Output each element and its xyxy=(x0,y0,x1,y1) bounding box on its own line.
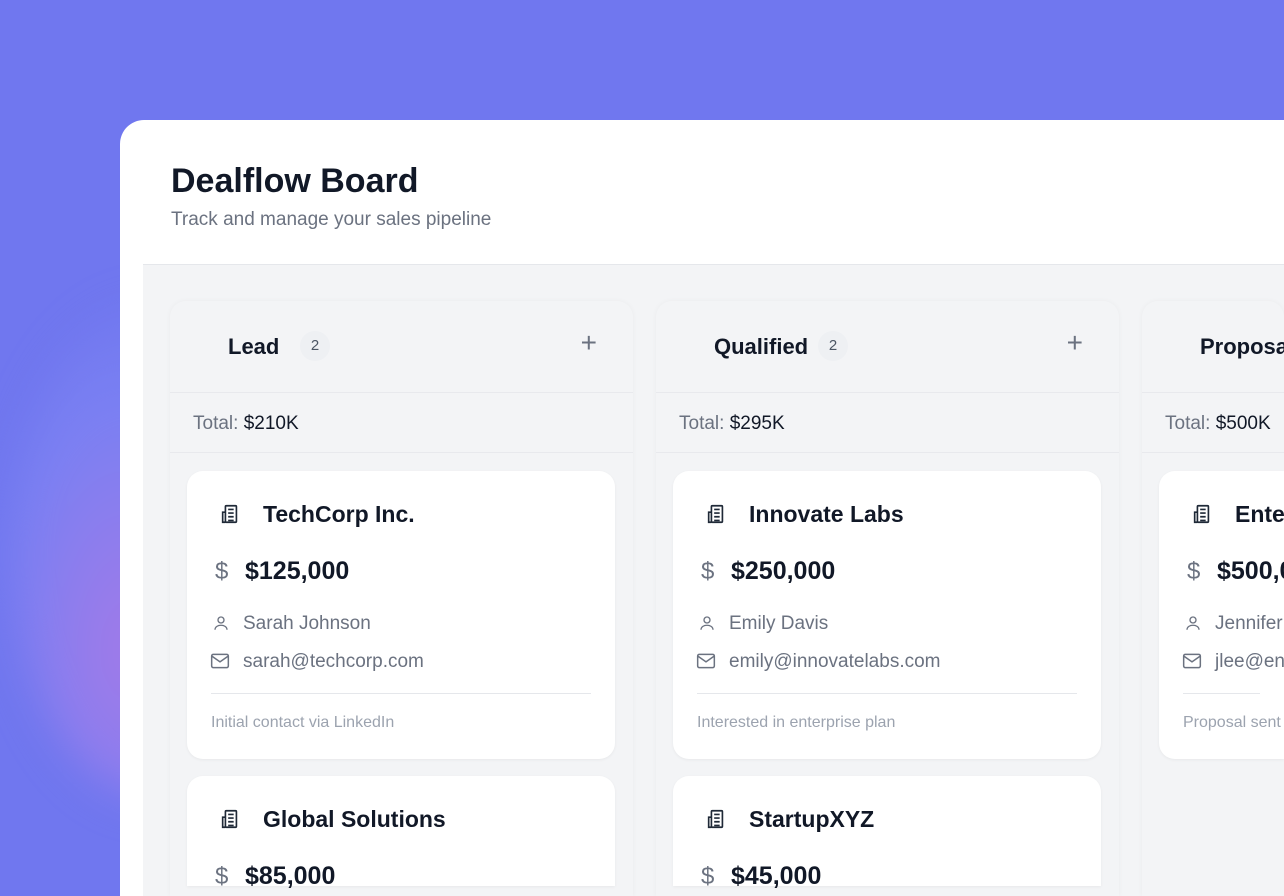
building-icon xyxy=(219,808,241,835)
column-header: Lead 2 + xyxy=(170,301,633,393)
column-title: Lead xyxy=(228,334,280,359)
pipeline-column: Qualified 2 + Total: $295K Innovate Labs… xyxy=(656,301,1119,896)
column-total: Total: $210K xyxy=(170,393,633,453)
plus-icon[interactable]: + xyxy=(1066,327,1083,358)
card-divider xyxy=(211,693,591,694)
total-value: $500K xyxy=(1215,413,1271,434)
card-divider xyxy=(697,693,1077,694)
app-window: Dealflow Board Track and manage your sal… xyxy=(120,120,1284,896)
column-count-badge: 2 xyxy=(300,331,330,361)
contact-email[interactable]: jlee@en xyxy=(1215,651,1284,672)
deal-card[interactable]: TechCorp Inc. $ $125,000 Sarah Johnson s… xyxy=(187,471,615,759)
mail-icon xyxy=(210,652,230,675)
deal-amount: $500,0 xyxy=(1217,557,1284,585)
column-title: Qualified xyxy=(714,334,809,359)
column-header: Qualified 2 + xyxy=(656,301,1119,393)
deal-amount: $45,000 xyxy=(731,862,822,890)
card-divider xyxy=(1183,693,1260,694)
page-subtitle: Track and manage your sales pipeline xyxy=(171,209,492,230)
deal-note: Proposal sent xyxy=(1183,714,1281,731)
dollar-icon: $ xyxy=(1187,558,1201,585)
contact-email[interactable]: emily@innovatelabs.com xyxy=(729,651,941,672)
column-title: Proposa xyxy=(1200,334,1284,359)
contact-email[interactable]: sarah@techcorp.com xyxy=(243,651,424,672)
deal-amount: $250,000 xyxy=(731,557,836,585)
mail-icon xyxy=(696,652,716,675)
deal-amount: $125,000 xyxy=(245,557,350,585)
deal-amount: $85,000 xyxy=(245,862,336,890)
pipeline-column: Lead 2 + Total: $210K TechCorp Inc. $ $1… xyxy=(170,301,633,896)
contact-name: Emily Davis xyxy=(729,613,829,634)
kanban-board: Lead 2 + Total: $210K TechCorp Inc. $ $1… xyxy=(143,264,1284,896)
total-value: $210K xyxy=(243,413,299,434)
building-icon xyxy=(1191,503,1213,530)
contact-name: Sarah Johnson xyxy=(243,613,371,634)
deal-note: Initial contact via LinkedIn xyxy=(211,714,395,731)
user-icon xyxy=(698,614,716,637)
user-icon xyxy=(1184,614,1202,637)
column-count-badge: 2 xyxy=(818,331,848,361)
company-name: Innovate Labs xyxy=(749,501,904,527)
dollar-icon: $ xyxy=(701,863,715,890)
company-name: StartupXYZ xyxy=(749,806,875,832)
deal-card[interactable]: Ente $ $500,0 Jennifer jlee@en Proposal … xyxy=(1159,471,1284,759)
contact-name: Jennifer xyxy=(1215,613,1283,634)
plus-icon[interactable]: + xyxy=(580,327,597,358)
company-name: Ente xyxy=(1235,501,1284,527)
total-value: $295K xyxy=(729,413,785,434)
user-icon xyxy=(212,614,230,637)
deal-card[interactable]: StartupXYZ $ $45,000 xyxy=(673,776,1101,890)
column-total: Total: $295K xyxy=(656,393,1119,453)
mail-icon xyxy=(1182,652,1202,675)
pipeline-column: Proposa Total: $500K Ente $ $500,0 Jenni… xyxy=(1142,301,1284,896)
deal-note: Interested in enterprise plan xyxy=(697,714,896,731)
column-header: Proposa xyxy=(1142,301,1284,393)
building-icon xyxy=(705,808,727,835)
deal-card[interactable]: Innovate Labs $ $250,000 Emily Davis emi… xyxy=(673,471,1101,759)
total-label: Total: xyxy=(193,413,239,434)
dollar-icon: $ xyxy=(701,558,715,585)
company-name: Global Solutions xyxy=(263,806,446,832)
dollar-icon: $ xyxy=(215,558,229,585)
total-label: Total: xyxy=(679,413,725,434)
total-label: Total: xyxy=(1165,413,1211,434)
column-total: Total: $500K xyxy=(1142,393,1284,453)
building-icon xyxy=(705,503,727,530)
deal-card[interactable]: Global Solutions $ $85,000 xyxy=(187,776,615,890)
page-title: Dealflow Board xyxy=(171,162,419,200)
company-name: TechCorp Inc. xyxy=(263,501,415,527)
dollar-icon: $ xyxy=(215,863,229,890)
building-icon xyxy=(219,503,241,530)
